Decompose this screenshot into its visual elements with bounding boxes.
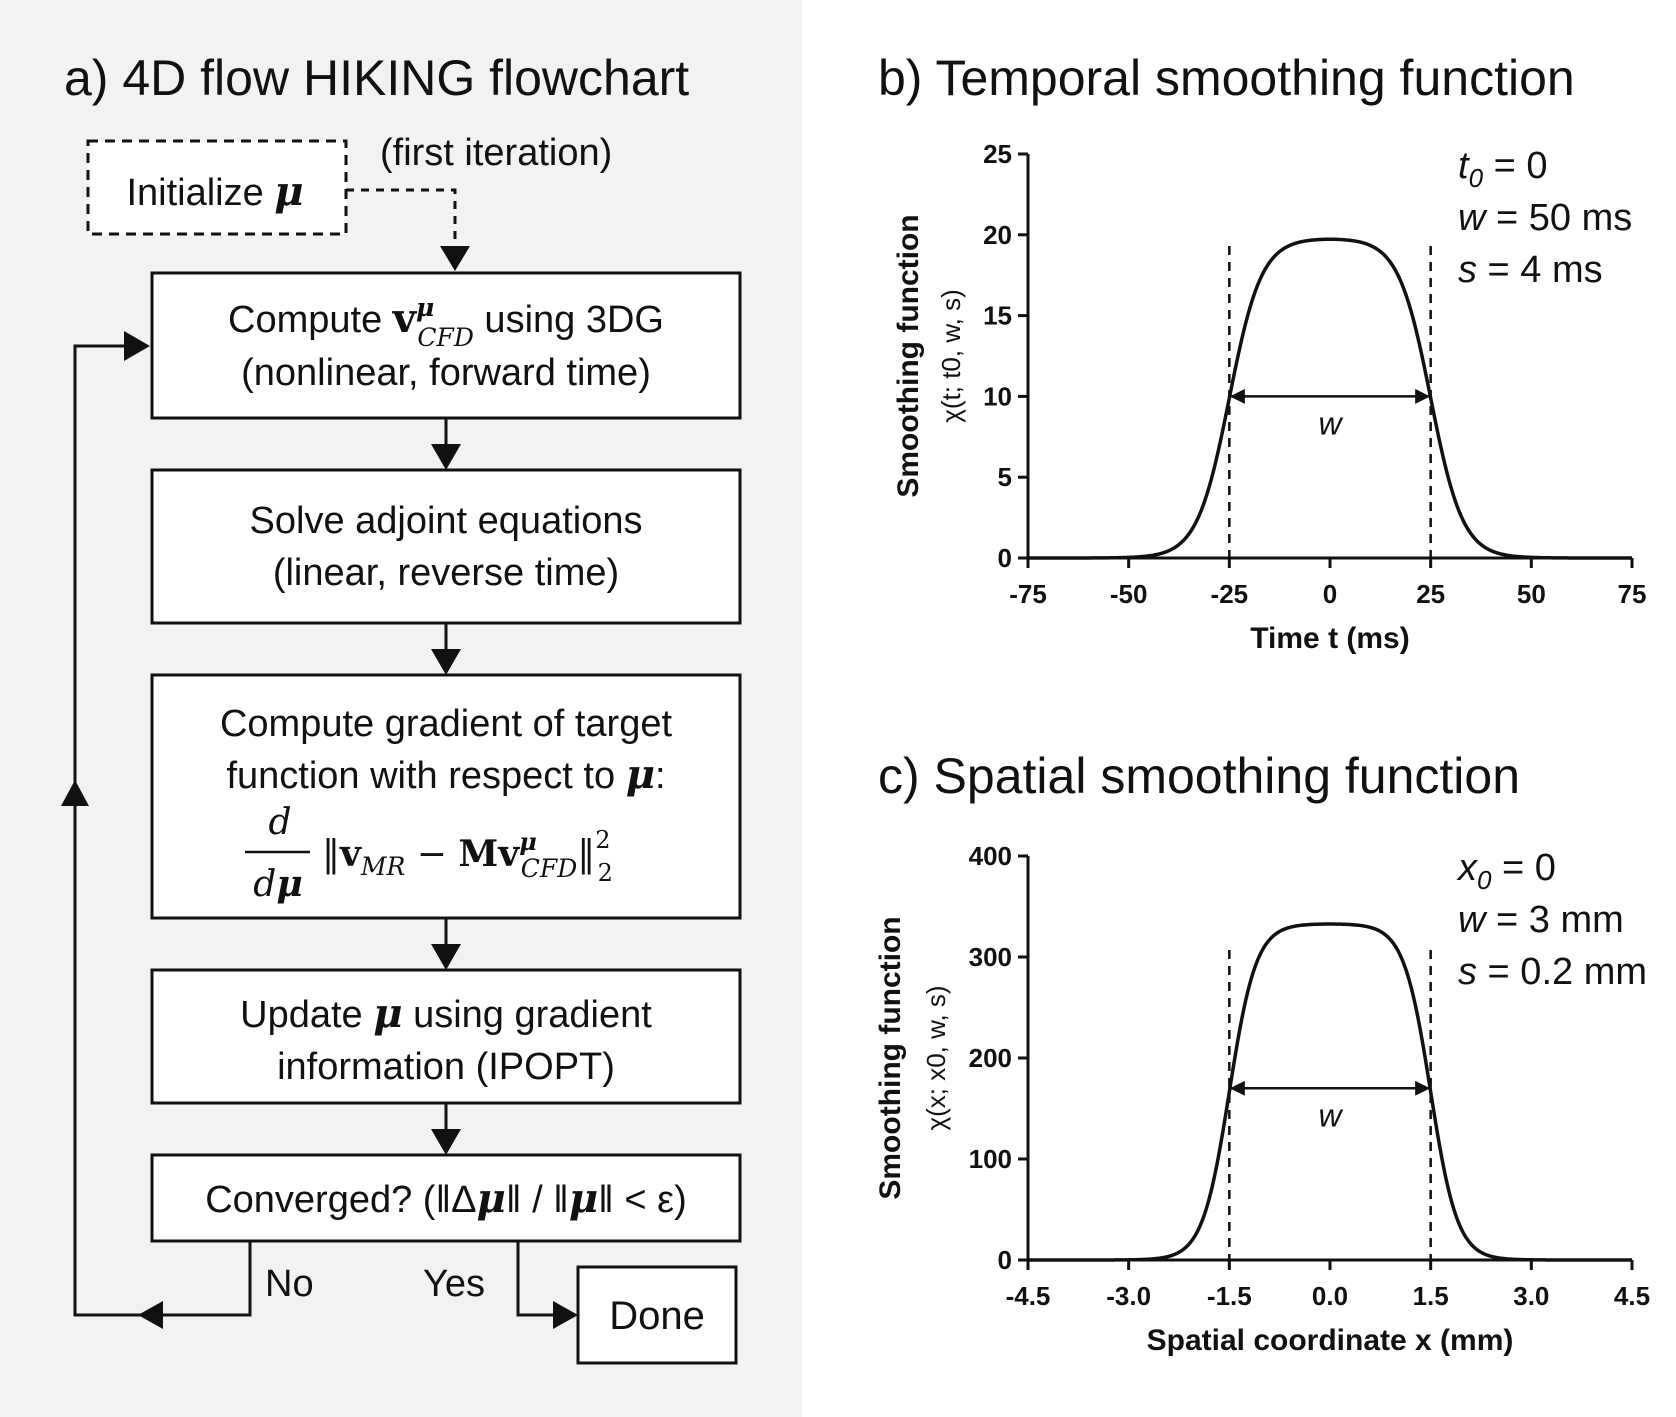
chart-temporal: b) Temporal smoothing function -75 -50 -25 0… [878, 50, 1646, 655]
chart-temporal-x-tick-label: -50 [1110, 579, 1148, 609]
done-label: Done [609, 1294, 705, 1338]
adjoint-line1: Solve adjoint equations [250, 500, 643, 542]
chart-temporal-width-arrow-label: w [1318, 405, 1343, 441]
gradient-norm-expression: ‖vMR − Mvμ CFD‖2 2 [322, 826, 613, 887]
arrowhead-adjoint-to-gradient [431, 649, 461, 675]
chart-spatial-y-tick-label: 400 [969, 841, 1012, 871]
chart-spatial-y-tick-label: 200 [969, 1043, 1012, 1073]
chart-temporal-y-tick-label: 25 [983, 139, 1012, 169]
compute-cfd-line1: Compute vμ CFD using 3DG [228, 293, 664, 352]
loop-arrowhead-up [61, 780, 89, 806]
gradient-line2: function with respect to μ: [226, 751, 665, 798]
compute-cfd-line2: (nonlinear, forward time) [241, 352, 651, 394]
update-line1: Update μ using gradient [240, 990, 652, 1037]
chart-temporal-y-axis-label: Smoothing function [892, 214, 925, 497]
chart-temporal-x-tick-label: 0 [1323, 579, 1337, 609]
chart-spatial-x-tick-label: 0.0 [1312, 1281, 1348, 1311]
arrowhead-gradient-to-update [431, 944, 461, 970]
chart-spatial-param: s = 0.2 mm [1458, 951, 1647, 993]
branch-no-label: No [265, 1263, 314, 1305]
adjoint-box [150, 468, 742, 625]
chart-temporal-x-tick-label: 25 [1416, 579, 1445, 609]
chart-temporal-y-tick-label: 5 [998, 462, 1012, 492]
chart-spatial-title: c) Spatial smoothing function [878, 748, 1520, 804]
chart-temporal-y-tick-label: 0 [998, 543, 1012, 573]
chart-temporal-y-tick-label: 15 [983, 301, 1012, 331]
chart-spatial-y-axis-label: Smoothing function [874, 916, 907, 1199]
chart-spatial-x-tick-label: 3.0 [1513, 1281, 1549, 1311]
gradient-line1: Compute gradient of target [220, 703, 672, 745]
initialize-label: Initialize μ [126, 168, 303, 215]
chart-spatial-x-tick-label: -1.5 [1207, 1281, 1252, 1311]
first-iteration-note: (first iteration) [380, 132, 612, 174]
chart-spatial-x-axis-label: Spatial coordinate x (mm) [1147, 1324, 1514, 1357]
arrowhead-update-to-converged [431, 1129, 461, 1155]
converged-text: Converged? (‖Δμ‖ / ‖μ‖ < ε) [205, 1175, 687, 1222]
chart-temporal-curve [1028, 237, 1632, 560]
loop-back-no-connector [73, 344, 252, 1317]
gradient-frac-denominator: dμ [253, 863, 302, 905]
yes-connector [516, 1241, 556, 1317]
compute-cfd-box [150, 271, 742, 420]
flowchart-title: a) 4D flow HIKING flowchart [64, 50, 689, 106]
chart-temporal-x-tick-label: -75 [1009, 579, 1047, 609]
adjoint-line2: (linear, reverse time) [273, 552, 619, 594]
chart-spatial-y-tick-label: 100 [969, 1144, 1012, 1174]
branch-yes-label: Yes [423, 1263, 485, 1305]
chart-temporal-x-tick-label: -25 [1211, 579, 1249, 609]
chart-spatial-curve [1028, 922, 1632, 1262]
chart-spatial-x-tick-label: -4.5 [1006, 1281, 1051, 1311]
update-box [150, 968, 742, 1105]
chart-temporal-param: t0 = 0 [1458, 145, 1547, 193]
chart-temporal-x-tick-label: 75 [1618, 579, 1647, 609]
chart-spatial-param: w = 3 mm [1458, 899, 1624, 941]
chart-spatial-y-tick-label: 0 [998, 1245, 1012, 1275]
arrowhead-compute-to-adjoint [431, 444, 461, 470]
chart-spatial-width-arrow-label: w [1318, 1097, 1343, 1133]
chart-spatial-x-tick-label: 1.5 [1413, 1281, 1449, 1311]
loop-arrowhead-left [138, 1301, 163, 1329]
done-box [576, 1265, 738, 1365]
yes-arrowhead [553, 1301, 578, 1329]
chart-temporal-param: w = 50 ms [1458, 197, 1632, 239]
gradient-formula: d dμ ‖vMR − Mvμ CFD‖2 2 [245, 802, 613, 905]
chart-temporal-y-axis-sublabel: χ(t; t0, w, s) [936, 289, 966, 423]
chart-spatial-y-axis-sublabel: χ(x; x0, w, s) [921, 985, 951, 1130]
first-iteration-arrowhead [440, 246, 470, 271]
chart-spatial: c) Spatial smoothing function -4.5 -3.0 -1.… [874, 748, 1650, 1357]
chart-temporal-param: s = 4 ms [1458, 249, 1603, 291]
update-line2: information (IPOPT) [277, 1046, 615, 1088]
chart-temporal-y-tick-label: 10 [983, 381, 1012, 411]
chart-spatial-param: x0 = 0 [1456, 847, 1556, 895]
chart-temporal-x-axis-label: Time t (ms) [1250, 622, 1409, 655]
first-iteration-connector [346, 188, 457, 268]
chart-temporal-x-tick-label: 50 [1517, 579, 1546, 609]
loop-arrowhead-right [124, 331, 150, 361]
initialize-box [86, 139, 348, 236]
flowchart-panel: a) 4D flow HIKING flowchart Initialize μ… [0, 0, 802, 1417]
chart-spatial-x-tick-label: -3.0 [1106, 1281, 1151, 1311]
chart-temporal-title: b) Temporal smoothing function [878, 50, 1575, 106]
gradient-frac-numerator: d [268, 802, 291, 843]
chart-spatial-x-tick-label: 4.5 [1614, 1281, 1650, 1311]
chart-spatial-y-tick-label: 300 [969, 942, 1012, 972]
chart-temporal-y-tick-label: 20 [983, 220, 1012, 250]
